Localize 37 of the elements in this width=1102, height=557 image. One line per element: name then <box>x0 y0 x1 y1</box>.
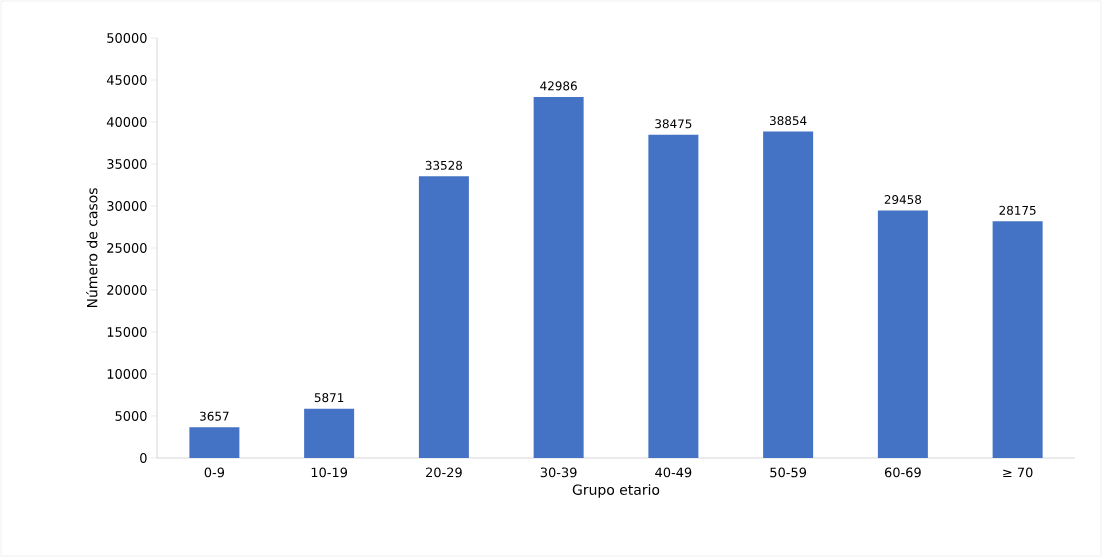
bar <box>304 408 355 458</box>
x-tick-label: 30-39 <box>540 467 577 478</box>
y-tick-label: 30000 <box>107 201 147 211</box>
x-axis-title: Grupo etario <box>572 484 660 498</box>
y-tick-label: 45000 <box>106 75 147 85</box>
x-tick-label: 0-9 <box>204 467 225 478</box>
data-label: 28175 <box>999 205 1036 215</box>
y-tick-label: 50000 <box>107 33 147 43</box>
y-tick-label: 35000 <box>107 159 147 169</box>
x-tick-label: 20-29 <box>426 467 462 478</box>
bar <box>189 427 240 458</box>
y-tick-label: 10000 <box>107 369 147 379</box>
x-tick-label: ≥ 70 <box>1003 467 1033 478</box>
y-tick-label: 25000 <box>107 243 147 253</box>
y-axis-title: Número de casos <box>86 188 98 308</box>
bar <box>533 96 584 458</box>
data-label: 33528 <box>425 160 463 170</box>
y-tick-label: 15000 <box>107 327 147 337</box>
data-label: 38854 <box>770 116 807 126</box>
x-tick-label: 40-49 <box>655 467 692 478</box>
data-label: 42986 <box>540 81 577 91</box>
y-tick-label: 5000 <box>115 411 147 421</box>
bar <box>648 134 699 458</box>
bar <box>763 131 814 458</box>
x-tick-label: 60-69 <box>884 467 921 478</box>
x-tick-label: 50-59 <box>770 467 807 478</box>
bar <box>992 221 1043 458</box>
data-label: 3657 <box>200 411 229 421</box>
data-label: 5871 <box>314 393 344 403</box>
x-tick-label: 10-19 <box>311 467 348 478</box>
y-tick-label: 40000 <box>106 117 147 127</box>
bar <box>418 176 469 458</box>
y-tick-label: 20000 <box>107 285 147 295</box>
data-label: 38475 <box>655 119 692 129</box>
y-tick-label: 0 <box>140 453 147 463</box>
data-label: 29458 <box>884 194 922 205</box>
bar <box>877 210 928 458</box>
